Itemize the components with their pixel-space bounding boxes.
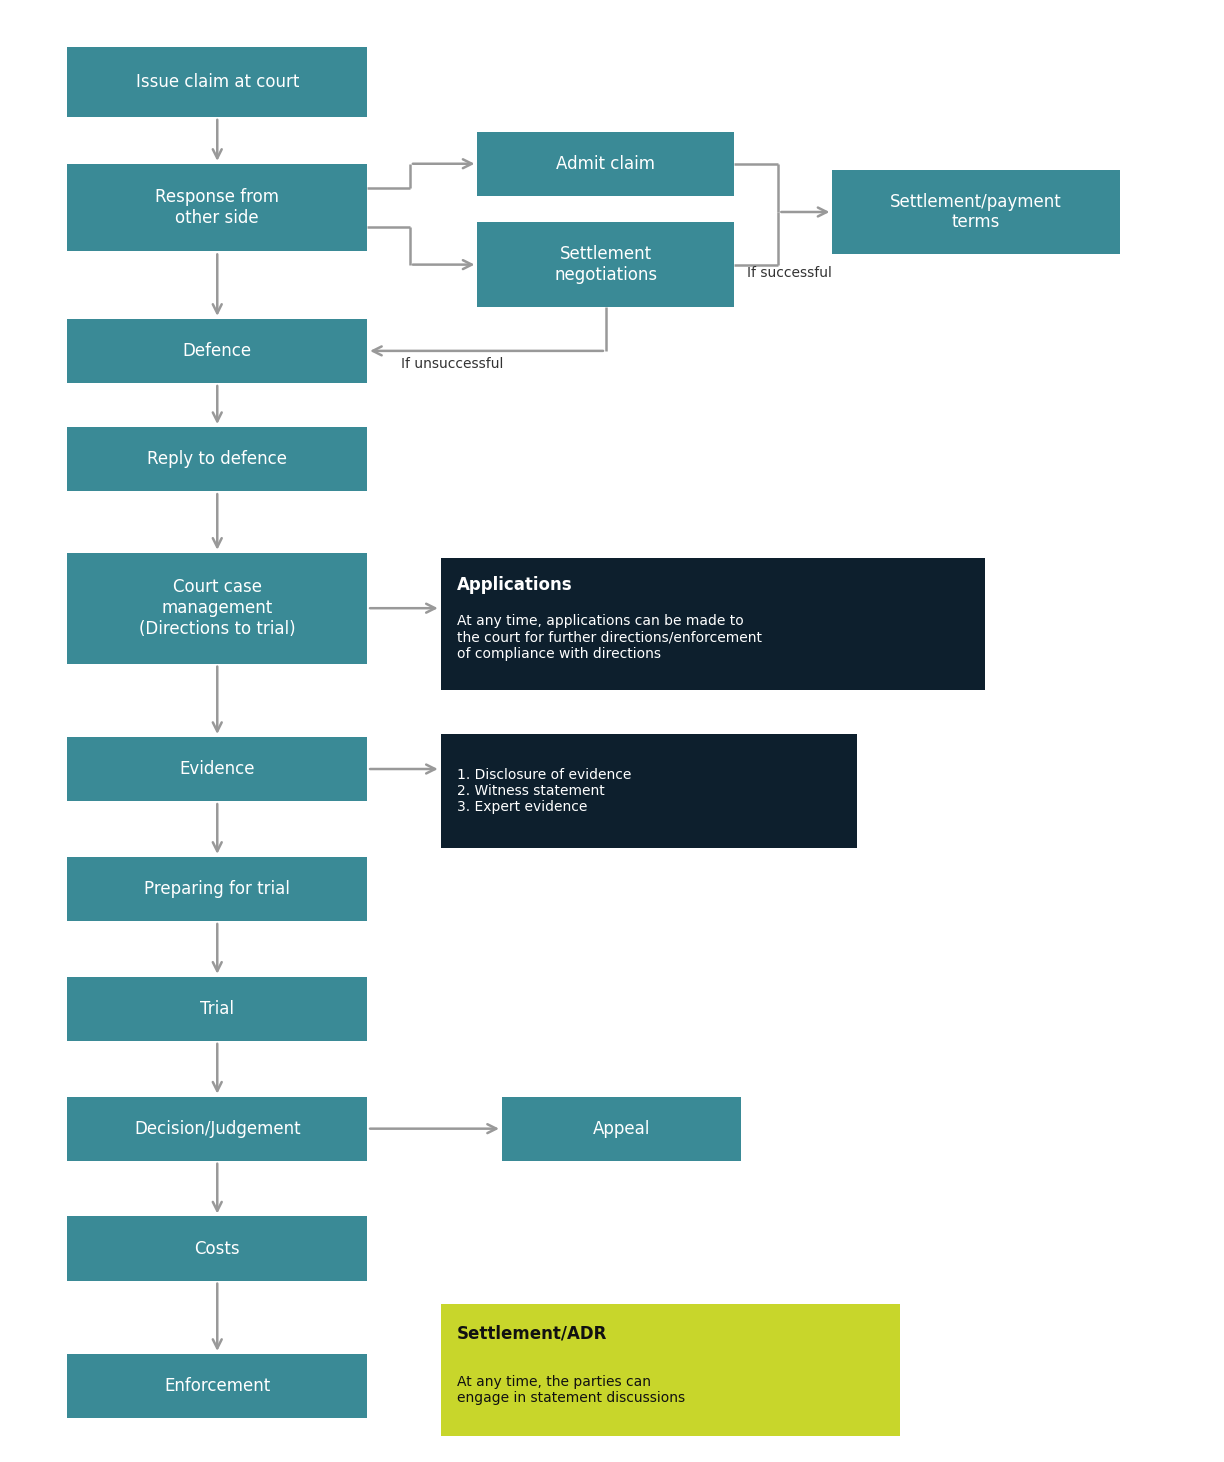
Text: If successful: If successful <box>747 266 831 281</box>
FancyBboxPatch shape <box>67 164 367 251</box>
FancyBboxPatch shape <box>67 47 367 117</box>
Text: If unsuccessful: If unsuccessful <box>401 357 504 371</box>
Text: 1. Disclosure of evidence
2. Witness statement
3. Expert evidence: 1. Disclosure of evidence 2. Witness sta… <box>457 768 630 814</box>
Text: Costs: Costs <box>195 1240 240 1257</box>
FancyBboxPatch shape <box>441 734 857 848</box>
FancyBboxPatch shape <box>441 1304 900 1436</box>
FancyBboxPatch shape <box>477 222 734 307</box>
Text: Applications: Applications <box>457 576 572 594</box>
Text: Court case
management
(Directions to trial): Court case management (Directions to tri… <box>140 579 295 637</box>
Text: Issue claim at court: Issue claim at court <box>136 73 299 91</box>
FancyBboxPatch shape <box>67 427 367 491</box>
Text: Response from
other side: Response from other side <box>155 189 279 227</box>
Text: Enforcement: Enforcement <box>164 1377 271 1395</box>
Text: Appeal: Appeal <box>592 1120 650 1137</box>
FancyBboxPatch shape <box>441 558 985 690</box>
FancyBboxPatch shape <box>67 1096 367 1161</box>
FancyBboxPatch shape <box>67 737 367 801</box>
Text: Defence: Defence <box>182 342 252 360</box>
FancyBboxPatch shape <box>67 553 367 664</box>
Text: Reply to defence: Reply to defence <box>147 450 288 468</box>
FancyBboxPatch shape <box>67 319 367 383</box>
Text: Evidence: Evidence <box>180 760 255 778</box>
Text: Decision/Judgement: Decision/Judgement <box>133 1120 301 1137</box>
FancyBboxPatch shape <box>502 1096 741 1161</box>
FancyBboxPatch shape <box>67 977 367 1041</box>
Text: At any time, applications can be made to
the court for further directions/enforc: At any time, applications can be made to… <box>457 614 761 661</box>
Text: Trial: Trial <box>201 1000 234 1018</box>
Text: Admit claim: Admit claim <box>557 155 655 173</box>
Text: Settlement/payment
terms: Settlement/payment terms <box>890 193 1062 231</box>
FancyBboxPatch shape <box>67 1354 367 1418</box>
FancyBboxPatch shape <box>477 132 734 196</box>
Text: Settlement/ADR: Settlement/ADR <box>457 1325 607 1342</box>
FancyBboxPatch shape <box>832 170 1120 254</box>
Text: At any time, the parties can
engage in statement discussions: At any time, the parties can engage in s… <box>457 1374 684 1405</box>
FancyBboxPatch shape <box>67 857 367 921</box>
FancyBboxPatch shape <box>67 1216 367 1281</box>
Text: Settlement
negotiations: Settlement negotiations <box>554 246 657 284</box>
Text: Preparing for trial: Preparing for trial <box>144 880 290 898</box>
